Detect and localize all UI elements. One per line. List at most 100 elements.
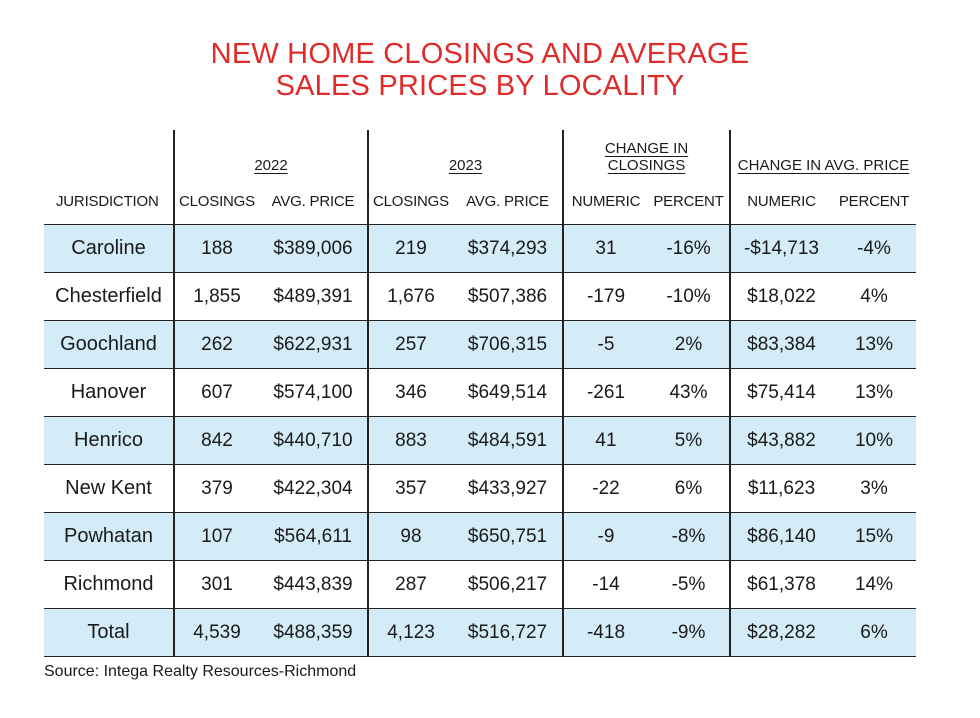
cell-cp-numeric: $43,882 [729, 416, 832, 465]
cell-avg-price-2022: $622,931 [259, 320, 368, 369]
cell-closings-2022: 379 [173, 464, 259, 513]
cell-closings-2023: 257 [367, 320, 453, 369]
group-header-row: 2022 2023 CHANGE IN CLOSINGS CHANGE IN A… [44, 130, 916, 178]
cell-jurisdiction: New Kent [44, 464, 174, 513]
group-header-2023: 2023 [367, 130, 563, 178]
cell-avg-price-2023: $506,217 [453, 560, 563, 609]
cell-closings-2022: 1,855 [173, 272, 259, 321]
cell-cp-numeric: $83,384 [729, 320, 832, 369]
cell-avg-price-2022: $488,359 [259, 608, 368, 657]
cell-avg-price-2023: $484,591 [453, 416, 563, 465]
cell-cp-numeric: $11,623 [729, 464, 832, 513]
cell-cc-percent: 43% [648, 368, 730, 417]
cell-avg-price-2022: $574,100 [259, 368, 368, 417]
cell-closings-2023: 287 [367, 560, 453, 609]
cell-avg-price-2022: $564,611 [259, 512, 368, 561]
cell-cc-percent: 2% [648, 320, 730, 369]
cell-cc-numeric: -418 [562, 608, 648, 657]
cell-cc-percent: -16% [648, 224, 730, 273]
cell-cc-percent: -9% [648, 608, 730, 657]
cell-cp-percent: 14% [832, 560, 916, 609]
group-header-change-closings: CHANGE IN CLOSINGS [562, 130, 730, 178]
cell-cp-numeric: -$14,713 [729, 224, 832, 273]
cell-closings-2023: 346 [367, 368, 453, 417]
table-row: Chesterfield 1,855 $489,391 1,676 $507,386 -1… [44, 272, 916, 321]
cell-cp-numeric: $86,140 [729, 512, 832, 561]
cell-jurisdiction: Caroline [44, 224, 174, 273]
cell-cc-percent: 6% [648, 464, 730, 513]
table-row: New Kent 379 $422,304 357 $433,927 -22 6% $11,6… [44, 464, 916, 513]
col-header-avg-price-2023: AVG. PRICE [466, 192, 549, 210]
col-header-avg-price-2022: AVG. PRICE [271, 192, 355, 210]
cell-avg-price-2022: $489,391 [259, 272, 368, 321]
cell-jurisdiction: Powhatan [44, 512, 174, 561]
col-header-closings-2023: CLOSINGS [367, 178, 453, 225]
cell-cc-numeric: -9 [562, 512, 648, 561]
cell-closings-2023: 357 [367, 464, 453, 513]
group-header-2022: 2022 [173, 130, 368, 178]
table-row: Goochland 262 $622,931 257 $706,315 -5 2% $83,3… [44, 320, 916, 369]
cell-closings-2022: 262 [173, 320, 259, 369]
cell-cc-numeric: -179 [562, 272, 648, 321]
cell-cc-numeric: -5 [562, 320, 648, 369]
col-header-change-price-numeric: NUMERIC [729, 178, 832, 225]
group-label-2022: 2022 [254, 157, 288, 174]
table-row: Caroline 188 $389,006 219 $374,293 31 -16% -$14… [44, 224, 916, 273]
col-header-change-closings-numeric: NUMERIC [562, 178, 648, 225]
table-row: Richmond 301 $443,839 287 $506,217 -14 -5% $61,… [44, 560, 916, 609]
cell-cc-percent: 5% [648, 416, 730, 465]
group-header-change-price: CHANGE IN AVG. PRICE [729, 130, 916, 178]
cell-avg-price-2023: $433,927 [453, 464, 563, 513]
cell-cc-percent: -5% [648, 560, 730, 609]
cell-closings-2023: 98 [367, 512, 453, 561]
cell-cc-numeric: -14 [562, 560, 648, 609]
cell-avg-price-2022: $422,304 [259, 464, 368, 513]
cell-cc-percent: -8% [648, 512, 730, 561]
cell-closings-2022: 301 [173, 560, 259, 609]
cell-jurisdiction: Richmond [44, 560, 174, 609]
col-header-change-price-percent: PERCENT [838, 192, 910, 210]
group-label-change-price: CHANGE IN AVG. PRICE [737, 157, 910, 174]
cell-cc-numeric: -261 [562, 368, 648, 417]
column-header-row: JURISDICTION CLOSINGS AVG. PRICE CLOSING… [44, 178, 916, 225]
cell-closings-2023: 883 [367, 416, 453, 465]
chart-title-line-2: SALES PRICES BY LOCALITY [275, 70, 685, 102]
cell-avg-price-2022: $389,006 [259, 224, 368, 273]
cell-closings-2023: 219 [367, 224, 453, 273]
cell-jurisdiction: Hanover [44, 368, 174, 417]
col-header-change-closings-percent: PERCENT [653, 192, 724, 210]
cell-closings-2023: 1,676 [367, 272, 453, 321]
cell-avg-price-2023: $516,727 [453, 608, 563, 657]
cell-closings-2022: 4,539 [173, 608, 259, 657]
cell-jurisdiction: Henrico [44, 416, 174, 465]
cell-cp-numeric: $61,378 [729, 560, 832, 609]
cell-cp-percent: 15% [832, 512, 916, 561]
cell-cp-numeric: $28,282 [729, 608, 832, 657]
table-body: Caroline 188 $389,006 219 $374,293 31 -16% -$14… [44, 224, 916, 657]
total-row: Total 4,539 $488,359 4,123 $516,727 -418 -9% $2… [44, 608, 916, 657]
cell-closings-2022: 842 [173, 416, 259, 465]
cell-cc-numeric: 41 [562, 416, 648, 465]
cell-avg-price-2023: $374,293 [453, 224, 563, 273]
cell-avg-price-2023: $649,514 [453, 368, 563, 417]
cell-jurisdiction: Chesterfield [44, 272, 174, 321]
cell-cp-percent: 4% [832, 272, 916, 321]
group-label-change-closings: CHANGE IN CLOSINGS [604, 140, 689, 174]
cell-cc-numeric: 31 [562, 224, 648, 273]
cell-avg-price-2022: $443,839 [259, 560, 368, 609]
table-row: Hanover 607 $574,100 346 $649,514 -261 43% $75,… [44, 368, 916, 417]
cell-cp-percent: 13% [832, 320, 916, 369]
cell-cc-percent: -10% [648, 272, 730, 321]
cell-cc-numeric: -22 [562, 464, 648, 513]
cell-closings-2022: 107 [173, 512, 259, 561]
cell-cp-percent: 6% [832, 608, 916, 657]
cell-cp-numeric: $18,022 [729, 272, 832, 321]
cell-cp-percent: 10% [832, 416, 916, 465]
table-row: Powhatan 107 $564,611 98 $650,751 -9 -8% $86,14… [44, 512, 916, 561]
header-spacer [44, 130, 174, 178]
cell-avg-price-2023: $650,751 [453, 512, 563, 561]
chart-title-line-1: NEW HOME CLOSINGS AND AVERAGE [210, 38, 750, 70]
cell-jurisdiction: Total [44, 608, 174, 657]
closings-table: 2022 2023 CHANGE IN CLOSINGS CHANGE IN A… [44, 130, 916, 657]
cell-cp-percent: 13% [832, 368, 916, 417]
